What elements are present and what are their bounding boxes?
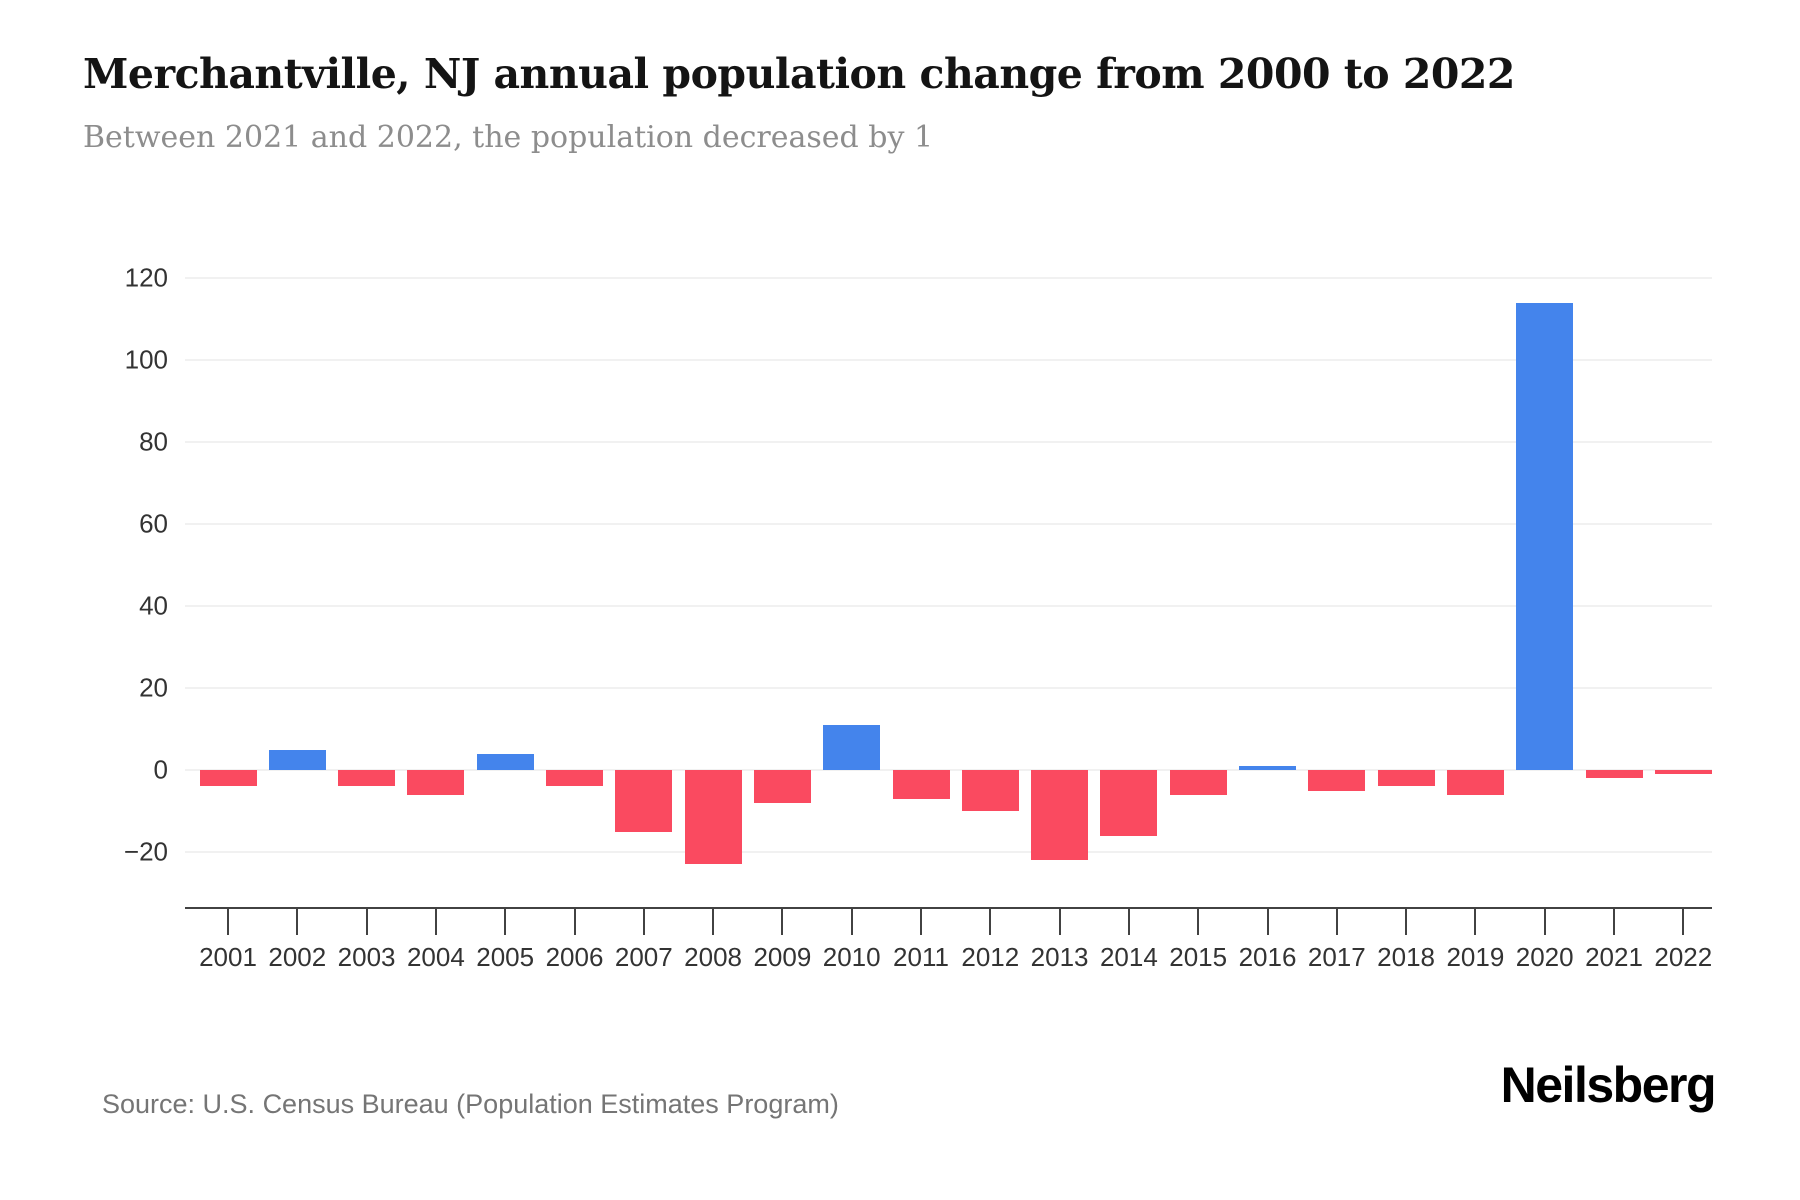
x-axis-tick-2001	[227, 907, 229, 935]
source-note: Source: U.S. Census Bureau (Population E…	[102, 1089, 839, 1119]
gridline-60	[185, 523, 1712, 525]
bar-2005[interactable]	[476, 753, 534, 770]
gridline--20	[185, 851, 1712, 853]
x-axis-label-2010: 2010	[822, 942, 881, 972]
x-axis-label-2001: 2001	[199, 942, 257, 972]
gridline-40	[185, 605, 1712, 607]
x-axis-tick-2021	[1613, 907, 1615, 935]
bar-2019[interactable]	[1446, 770, 1504, 795]
x-axis-label-2005: 2005	[476, 942, 535, 972]
x-axis-tick-2010	[850, 907, 853, 935]
x-axis-label-2020: 2020	[1515, 942, 1574, 972]
x-axis-label-2013: 2013	[1030, 942, 1089, 972]
x-axis-tick-2016	[1266, 907, 1269, 935]
y-axis-label--20: −20	[123, 836, 168, 867]
brand-logo: Neilsberg	[1500, 1057, 1717, 1113]
x-axis-tick-2008	[712, 907, 715, 935]
gridline-20	[185, 687, 1712, 689]
x-axis-label-2003: 2003	[337, 942, 396, 972]
x-axis-tick-2020	[1543, 907, 1546, 935]
x-axis-tick-2003	[365, 907, 368, 935]
gridline-120	[185, 277, 1712, 279]
bar-2004[interactable]	[407, 770, 465, 795]
chart-title: Merchantville, NJ annual population chan…	[83, 50, 1515, 98]
x-axis-label-2007: 2007	[614, 942, 673, 972]
x-axis-label-2008: 2008	[684, 942, 743, 972]
bar-2010[interactable]	[823, 724, 881, 770]
bar-2006[interactable]	[546, 770, 603, 787]
x-axis-label-2009: 2009	[753, 942, 812, 972]
x-axis-label-2016: 2016	[1238, 942, 1297, 972]
x-axis-tick-2012	[989, 907, 992, 935]
bar-2017[interactable]	[1308, 770, 1366, 791]
bar-2021[interactable]	[1585, 770, 1643, 779]
y-axis-label-100: 100	[124, 344, 168, 375]
y-axis-label-80: 80	[139, 426, 168, 457]
gridline-100	[185, 359, 1712, 361]
x-axis-tick-2017	[1335, 907, 1338, 935]
x-axis-tick-2014	[1127, 907, 1130, 935]
bar-2015[interactable]	[1169, 770, 1227, 795]
bar-2012[interactable]	[961, 770, 1019, 811]
bar-2018[interactable]	[1377, 770, 1435, 787]
y-axis-label-40: 40	[139, 590, 168, 621]
gridline-80	[185, 441, 1712, 443]
bar-2014[interactable]	[1100, 770, 1158, 836]
x-axis-label-2012: 2012	[961, 942, 1020, 972]
x-axis-label-2002: 2002	[268, 942, 327, 972]
bar-2001[interactable]	[199, 770, 257, 787]
x-axis-label-2017: 2017	[1307, 942, 1366, 972]
x-axis-label-2011: 2011	[893, 942, 949, 972]
x-axis-tick-2018	[1405, 907, 1408, 935]
x-axis-label-2022: 2022	[1654, 942, 1713, 972]
bar-2011[interactable]	[892, 770, 950, 799]
y-axis-label-0: 0	[153, 754, 168, 785]
bar-2008[interactable]	[684, 770, 742, 865]
x-axis-label-2021: 2021	[1585, 942, 1643, 972]
x-axis-tick-2013	[1058, 907, 1061, 935]
x-axis-tick-2006	[573, 907, 576, 935]
x-axis-tick-2009	[781, 907, 784, 935]
x-axis-label-2014: 2014	[1099, 942, 1158, 972]
bar-2002[interactable]	[268, 749, 326, 770]
bar-2007[interactable]	[615, 770, 673, 832]
x-axis-tick-2005	[504, 907, 507, 935]
bar-2022[interactable]	[1654, 770, 1712, 775]
x-axis-line	[185, 907, 1712, 909]
x-axis-tick-2015	[1197, 907, 1200, 935]
bar-2003[interactable]	[338, 770, 396, 787]
x-axis-tick-2002	[296, 907, 299, 935]
bar-2009[interactable]	[753, 770, 811, 803]
x-axis-tick-2019	[1474, 907, 1477, 935]
y-axis-label-60: 60	[139, 508, 168, 539]
x-axis-label-2015: 2015	[1169, 942, 1228, 972]
x-axis-tick-2004	[434, 907, 437, 935]
bar-2020[interactable]	[1516, 302, 1574, 770]
x-axis-label-2019: 2019	[1446, 942, 1505, 972]
x-axis-tick-2007	[642, 907, 645, 935]
chart-subtitle: Between 2021 and 2022, the population de…	[83, 120, 934, 155]
x-axis-tick-2022	[1682, 907, 1685, 935]
x-axis-label-2018: 2018	[1377, 942, 1436, 972]
x-axis-label-2006: 2006	[545, 942, 604, 972]
x-axis-tick-2011	[920, 907, 922, 935]
y-axis-label-120: 120	[124, 262, 168, 293]
y-axis-label-20: 20	[139, 672, 168, 703]
bar-2016[interactable]	[1239, 765, 1296, 770]
bar-2013[interactable]	[1031, 770, 1089, 861]
x-axis-label-2004: 2004	[406, 942, 465, 972]
